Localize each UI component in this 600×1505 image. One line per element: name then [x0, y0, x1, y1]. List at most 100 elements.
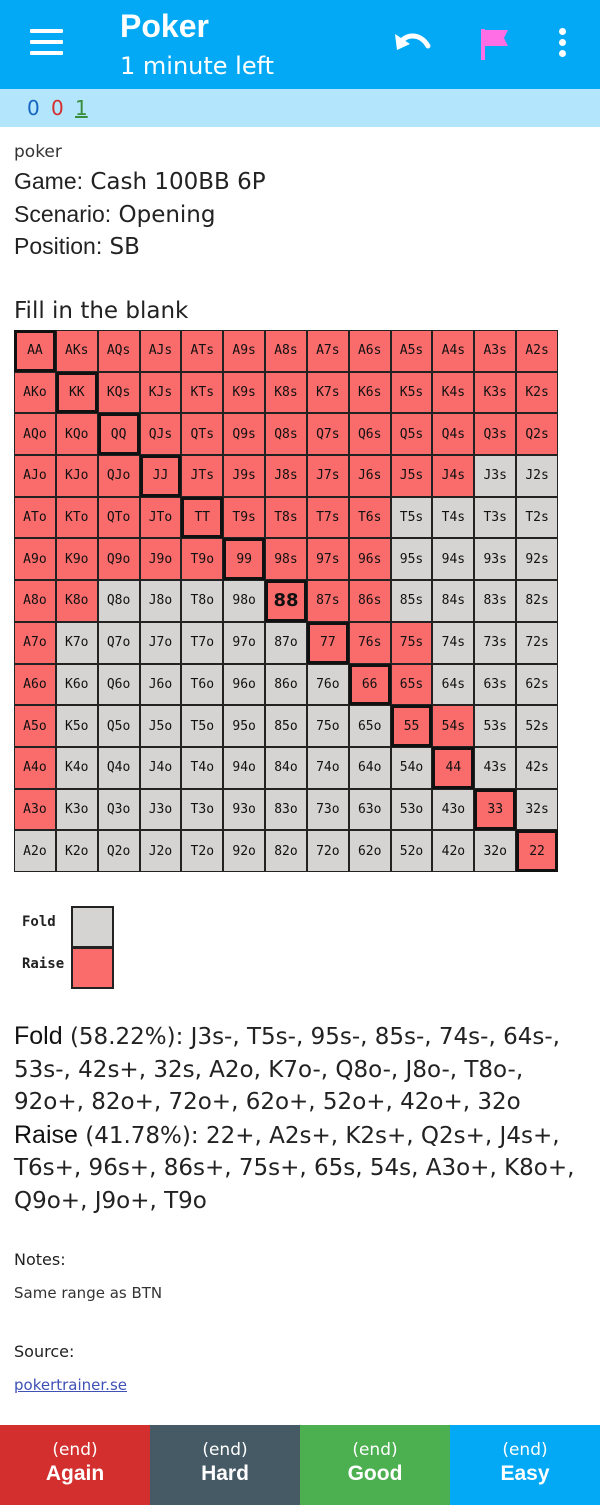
range-cell-q9o: Q9o — [97, 538, 140, 581]
legend-raise-label: Raise — [22, 956, 65, 972]
range-cell-43s: 43s — [474, 746, 517, 789]
range-cell-j7o: J7o — [139, 621, 182, 664]
game-value: Cash 100BB 6P — [90, 169, 266, 195]
range-cell-t2s: T2s — [516, 496, 558, 539]
range-cell-99: 99 — [223, 538, 266, 581]
range-cell-95s: 95s — [390, 538, 433, 581]
answer-button-row: (end) Again (end) Hard (end) Good (end) … — [0, 1425, 600, 1505]
range-cell-52s: 52s — [516, 705, 558, 747]
range-cell-tt: TT — [181, 496, 224, 539]
range-cell-a4o: A4o — [14, 746, 56, 789]
range-cell-93o: 93o — [223, 788, 266, 831]
easy-time: (end) — [502, 1440, 548, 1460]
game-label: Game: — [14, 168, 84, 194]
range-cell-t8s: T8s — [265, 496, 307, 539]
range-cell-k7s: K7s — [306, 371, 349, 414]
time-left-subtitle: 1 minute left — [120, 52, 275, 80]
range-cell-qts: QTs — [181, 413, 224, 456]
range-cell-a4s: A4s — [432, 330, 475, 372]
range-cell-96o: 96o — [223, 663, 266, 706]
range-cell-a8o: A8o — [14, 580, 56, 622]
range-cell-j5s: J5s — [390, 455, 433, 497]
range-cell-53s: 53s — [474, 705, 517, 747]
range-cell-q8s: Q8s — [265, 413, 307, 456]
menu-icon[interactable] — [30, 27, 64, 57]
range-cell-32o: 32o — [474, 830, 517, 872]
range-cell-j8s: J8s — [265, 455, 307, 497]
range-cell-73o: 73o — [306, 788, 349, 831]
range-cell-63s: 63s — [474, 663, 517, 706]
range-cell-j5o: J5o — [139, 705, 182, 747]
range-cell-a9o: A9o — [14, 538, 56, 581]
again-button[interactable]: (end) Again — [0, 1425, 150, 1505]
range-cell-ajs: AJs — [139, 330, 182, 372]
card-counts-bar: 0 0 1 — [0, 89, 600, 127]
range-cell-93s: 93s — [474, 538, 517, 581]
easy-button[interactable]: (end) Easy — [450, 1425, 600, 1505]
range-cell-j7s: J7s — [306, 455, 349, 497]
range-cell-a6o: A6o — [14, 663, 56, 706]
range-cell-j9s: J9s — [223, 455, 266, 497]
range-cell-88: 88 — [265, 580, 307, 622]
range-cell-64o: 64o — [348, 746, 391, 789]
range-cell-aa: AA — [14, 330, 56, 372]
range-cell-85s: 85s — [390, 580, 433, 622]
range-cell-65s: 65s — [390, 663, 433, 706]
range-cell-k2o: K2o — [55, 830, 98, 872]
range-cell-22: 22 — [516, 830, 558, 872]
more-options-icon[interactable] — [553, 26, 573, 60]
good-label: Good — [347, 1462, 403, 1485]
scenario-value: Opening — [118, 202, 216, 228]
position-value: SB — [109, 234, 140, 260]
range-cell-qjs: QJs — [139, 413, 182, 456]
range-cell-75o: 75o — [306, 705, 349, 747]
range-cell-ako: AKo — [14, 371, 56, 414]
learning-count: 0 — [51, 96, 64, 120]
range-cell-kqs: KQs — [97, 371, 140, 414]
range-cell-aqo: AQo — [14, 413, 56, 456]
range-cell-t9o: T9o — [181, 538, 224, 581]
range-cell-q9s: Q9s — [223, 413, 266, 456]
range-cell-52o: 52o — [390, 830, 433, 872]
legend-fold-label: Fold — [22, 914, 56, 930]
source-link[interactable]: pokertrainer.se — [14, 1376, 127, 1394]
range-cell-k8s: K8s — [265, 371, 307, 414]
range-cell-kjo: KJo — [55, 455, 98, 497]
range-cell-54s: 54s — [432, 705, 475, 747]
scenario-label: Scenario: — [14, 201, 112, 227]
flag-icon[interactable] — [478, 26, 512, 62]
range-cell-t4o: T4o — [181, 746, 224, 789]
range-cell-86s: 86s — [348, 580, 391, 622]
range-cell-92s: 92s — [516, 538, 558, 581]
range-cell-k3s: K3s — [474, 371, 517, 414]
range-cell-j8o: J8o — [139, 580, 182, 622]
range-cell-77: 77 — [306, 621, 349, 664]
range-cell-65o: 65o — [348, 705, 391, 747]
good-button[interactable]: (end) Good — [300, 1425, 450, 1505]
range-cell-j4s: J4s — [432, 455, 475, 497]
range-cell-55: 55 — [390, 705, 433, 747]
range-cell-76o: 76o — [306, 663, 349, 706]
good-time: (end) — [352, 1440, 398, 1460]
range-cell-j9o: J9o — [139, 538, 182, 581]
range-cell-83o: 83o — [265, 788, 307, 831]
range-cell-k5s: K5s — [390, 371, 433, 414]
range-cell-t4s: T4s — [432, 496, 475, 539]
undo-icon[interactable] — [392, 24, 434, 64]
hard-button[interactable]: (end) Hard — [150, 1425, 300, 1505]
range-cell-98o: 98o — [223, 580, 266, 622]
range-cell-t3s: T3s — [474, 496, 517, 539]
range-cell-73s: 73s — [474, 621, 517, 664]
range-cell-q7o: Q7o — [97, 621, 140, 664]
range-cell-j3o: J3o — [139, 788, 182, 831]
range-cell-82s: 82s — [516, 580, 558, 622]
range-cell-kk: KK — [55, 371, 98, 414]
range-cell-ajo: AJo — [14, 455, 56, 497]
range-grid: AA AKs AQs AJs ATs A9s A8s A7s A6s A5s A4s A3s A2s AK… — [14, 330, 558, 872]
range-cell-k6o: K6o — [55, 663, 98, 706]
range-cell-k6s: K6s — [348, 371, 391, 414]
range-cell-kqo: KQo — [55, 413, 98, 456]
range-cell-82o: 82o — [265, 830, 307, 872]
range-cell-42s: 42s — [516, 746, 558, 789]
range-cell-74s: 74s — [432, 621, 475, 664]
